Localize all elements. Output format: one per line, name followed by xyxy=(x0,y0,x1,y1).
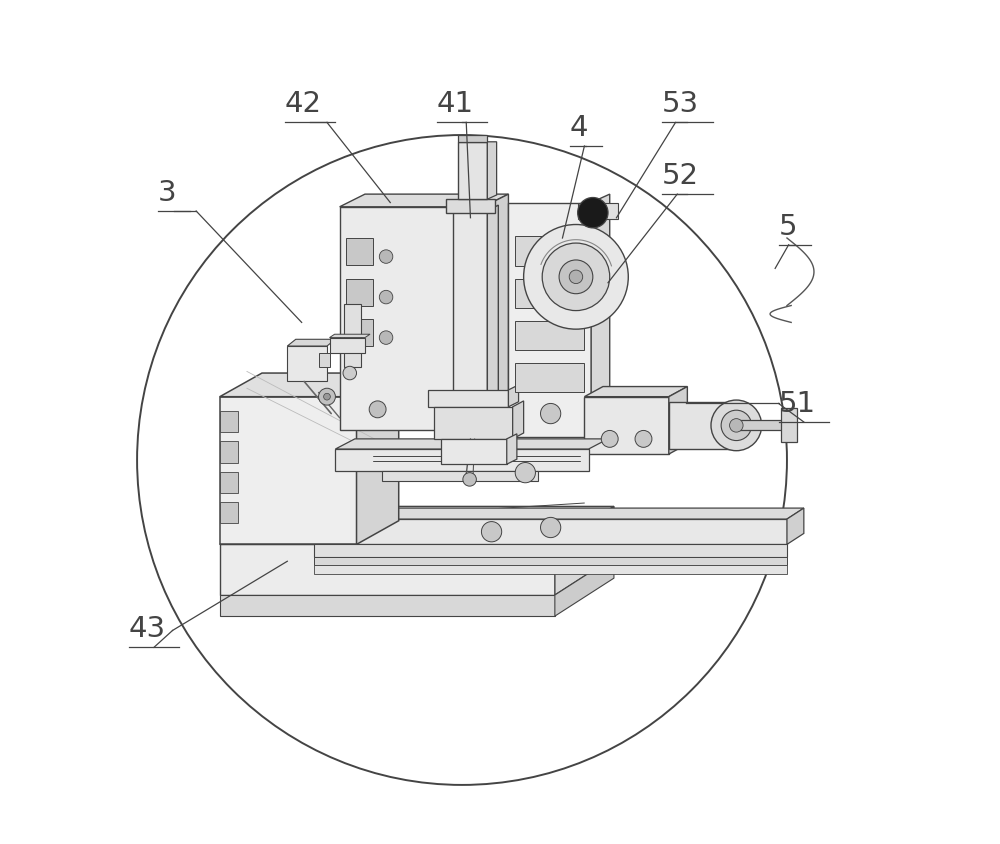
Text: 52: 52 xyxy=(662,162,699,190)
Circle shape xyxy=(542,243,610,311)
Polygon shape xyxy=(220,441,238,463)
Circle shape xyxy=(441,401,458,418)
Polygon shape xyxy=(314,557,787,565)
Circle shape xyxy=(324,393,330,400)
Circle shape xyxy=(515,463,535,483)
Text: 3: 3 xyxy=(158,179,177,207)
Polygon shape xyxy=(669,402,732,449)
Polygon shape xyxy=(287,339,335,346)
Polygon shape xyxy=(513,401,524,439)
Polygon shape xyxy=(669,387,687,454)
Circle shape xyxy=(601,430,618,447)
Polygon shape xyxy=(220,502,238,523)
Circle shape xyxy=(369,401,386,418)
Polygon shape xyxy=(330,334,370,338)
Circle shape xyxy=(635,430,652,447)
Polygon shape xyxy=(220,506,614,544)
Circle shape xyxy=(481,522,502,542)
Polygon shape xyxy=(483,194,508,430)
Polygon shape xyxy=(314,565,787,574)
Polygon shape xyxy=(458,142,487,199)
Circle shape xyxy=(379,250,393,263)
Polygon shape xyxy=(507,434,517,464)
Polygon shape xyxy=(382,471,538,481)
Polygon shape xyxy=(220,472,238,493)
Polygon shape xyxy=(441,439,507,464)
Polygon shape xyxy=(578,203,618,219)
Polygon shape xyxy=(487,205,498,439)
Polygon shape xyxy=(453,211,487,439)
Text: 5: 5 xyxy=(779,213,797,241)
Circle shape xyxy=(524,225,628,329)
Polygon shape xyxy=(487,142,497,199)
Polygon shape xyxy=(220,411,238,432)
Polygon shape xyxy=(736,420,783,430)
Polygon shape xyxy=(220,595,555,616)
Polygon shape xyxy=(781,408,797,442)
Polygon shape xyxy=(220,373,399,397)
Polygon shape xyxy=(344,304,361,367)
Polygon shape xyxy=(446,199,495,213)
Polygon shape xyxy=(515,236,584,266)
Text: 4: 4 xyxy=(570,114,589,142)
Polygon shape xyxy=(584,387,687,397)
Circle shape xyxy=(379,331,393,344)
Circle shape xyxy=(569,270,583,284)
Circle shape xyxy=(343,366,357,380)
Circle shape xyxy=(541,403,561,424)
Circle shape xyxy=(578,197,608,228)
Polygon shape xyxy=(555,506,614,595)
Polygon shape xyxy=(515,321,584,350)
Polygon shape xyxy=(508,385,519,407)
Polygon shape xyxy=(220,397,357,544)
Circle shape xyxy=(721,410,752,441)
Polygon shape xyxy=(335,439,608,449)
Circle shape xyxy=(711,400,762,451)
Polygon shape xyxy=(555,557,614,616)
Text: 42: 42 xyxy=(285,90,322,118)
Text: 51: 51 xyxy=(779,390,816,418)
Polygon shape xyxy=(508,203,591,437)
Text: 43: 43 xyxy=(129,615,166,643)
Polygon shape xyxy=(346,319,373,346)
Polygon shape xyxy=(591,194,610,437)
Polygon shape xyxy=(330,338,365,353)
Polygon shape xyxy=(428,390,508,407)
Polygon shape xyxy=(314,508,804,519)
Text: 41: 41 xyxy=(437,90,474,118)
Polygon shape xyxy=(319,353,330,367)
Polygon shape xyxy=(287,346,327,381)
Circle shape xyxy=(541,517,561,538)
Polygon shape xyxy=(220,544,555,595)
Polygon shape xyxy=(314,519,787,544)
Polygon shape xyxy=(346,279,373,306)
Polygon shape xyxy=(314,544,787,557)
Polygon shape xyxy=(346,238,373,265)
Polygon shape xyxy=(515,279,584,308)
Polygon shape xyxy=(340,194,508,207)
Circle shape xyxy=(559,260,593,294)
Polygon shape xyxy=(335,449,589,471)
Circle shape xyxy=(379,290,393,304)
Circle shape xyxy=(463,473,476,486)
Polygon shape xyxy=(584,397,669,454)
Polygon shape xyxy=(357,373,399,544)
Polygon shape xyxy=(340,207,483,430)
Circle shape xyxy=(730,419,743,432)
Polygon shape xyxy=(458,135,487,142)
Text: 53: 53 xyxy=(662,90,699,118)
Polygon shape xyxy=(787,508,804,544)
Circle shape xyxy=(137,135,787,785)
Polygon shape xyxy=(515,363,584,392)
Polygon shape xyxy=(434,407,513,439)
Circle shape xyxy=(319,388,335,405)
